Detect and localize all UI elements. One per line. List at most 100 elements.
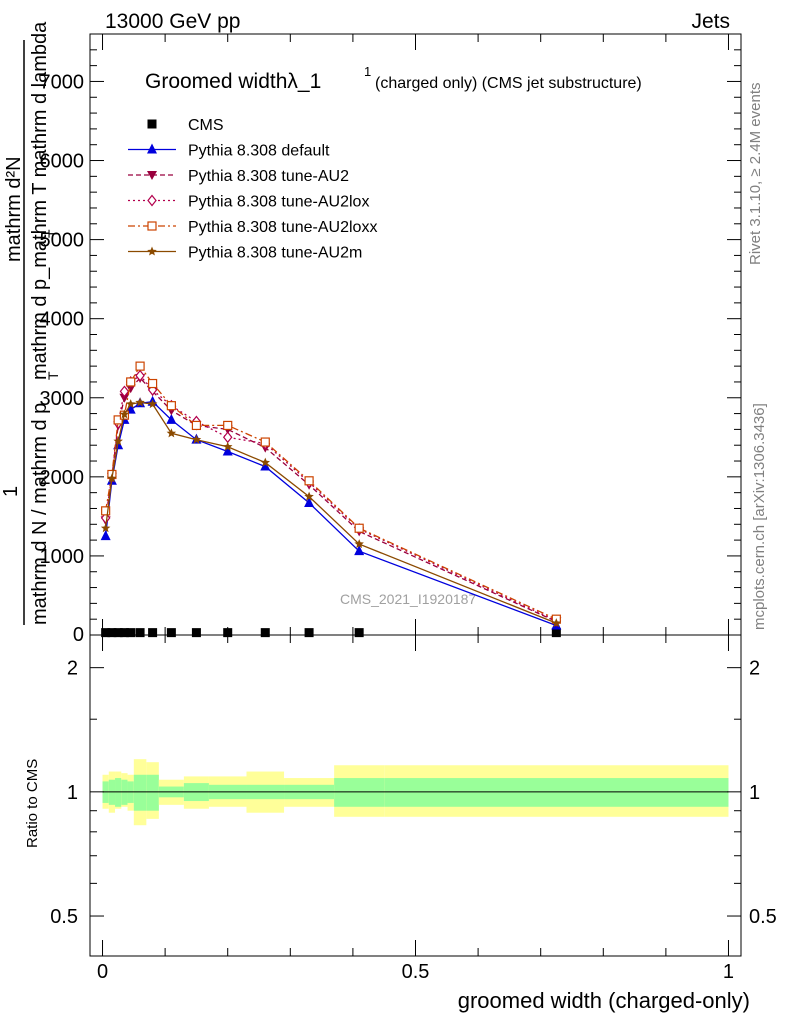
ratio-y-tick-label: 1 <box>67 782 78 804</box>
legend-item-au2lox: Pythia 8.308 tune-AU2lox <box>128 194 369 211</box>
legend-marker <box>147 221 157 231</box>
series-line-au2m <box>104 401 557 624</box>
header-right: Jets <box>691 10 730 33</box>
mcplots-label: mcplots.cern.ch [arXiv:1306.3436] <box>751 403 768 630</box>
data-point-cms <box>191 628 201 638</box>
data-point-au2m <box>100 523 111 533</box>
legend-marker <box>147 171 157 180</box>
legend-label: Pythia 8.308 tune-AU2m <box>188 245 362 262</box>
watermark: CMS_2021_I1920187 <box>340 591 476 607</box>
ratio-panel: 0 0.5 1 0.5 0.5 1 1 2 2 <box>50 635 777 983</box>
ratio-inner-band <box>334 778 385 807</box>
data-point-au2loxx <box>126 377 136 387</box>
data-point-au2loxx <box>223 420 233 431</box>
data-point-au2loxx <box>304 476 314 486</box>
data-point-cms <box>148 628 158 638</box>
data-point-au2loxx <box>354 523 364 533</box>
data-point-au2loxx <box>191 420 202 431</box>
ratio-y-tick-label-right: 1 <box>749 782 760 804</box>
main-y-tick-label: 4000 <box>40 309 85 331</box>
ratio-inner-band <box>384 778 729 807</box>
ratio-y-tick-label-right: 0.5 <box>749 906 777 928</box>
data-point-cms <box>135 628 145 638</box>
y-label-sub: T <box>45 229 61 238</box>
ratio-y-label: Ratio to CMS <box>24 759 41 848</box>
main-y-tick-label: 6000 <box>40 151 85 173</box>
series-au2loxx <box>101 361 561 624</box>
legend-label: Pythia 8.308 tune-AU2loxx <box>188 219 377 236</box>
series-line-au2lox <box>104 374 557 622</box>
legend-label: Pythia 8.308 tune-AU2lox <box>188 194 369 211</box>
data-point-cms <box>260 628 270 638</box>
series-line-au2 <box>104 377 557 623</box>
data-point-au2m <box>223 441 233 451</box>
legend-item-cms: CMS <box>147 117 224 134</box>
legend-item-default: Pythia 8.308 default <box>128 143 330 160</box>
legend-item-au2m: Pythia 8.308 tune-AU2m <box>128 245 362 262</box>
y-axis-label: mathrm d²N mathrm d p_mathrm T mathrm d … <box>0 21 61 625</box>
data-point-au2m <box>107 473 117 483</box>
plot-title-sup: 1 <box>364 64 371 79</box>
data-point-au2m <box>119 409 130 419</box>
data-point-au2m <box>191 434 202 444</box>
data-point-au2loxx <box>113 415 123 425</box>
main-y-tick-label: 5000 <box>40 230 85 252</box>
data-point-cms <box>223 628 233 638</box>
main-panel: 1000 2000 3000 4000 5000 6000 7000 0 <box>40 34 741 646</box>
legend-marker <box>147 194 157 207</box>
y-label-one: 1 <box>0 486 22 497</box>
data-point-au2loxx <box>101 506 111 516</box>
ratio-x-tick-label: 0 <box>97 961 108 983</box>
data-point-au2 <box>119 393 130 403</box>
data-point-au2lox <box>222 431 233 444</box>
header-left: 13000 GeV pp <box>105 10 240 33</box>
data-point-au2m <box>135 397 145 407</box>
series-au2m <box>100 397 562 628</box>
data-point-au2lox <box>135 369 145 382</box>
y-label-sub2: T <box>45 371 61 380</box>
data-point-cms <box>101 628 111 638</box>
series-au2 <box>100 373 562 627</box>
ratio-y-tick-label: 2 <box>67 658 78 680</box>
plot-title: Groomed widthλ_1 1 (charged only) (CMS j… <box>145 64 642 93</box>
data-point-default <box>304 496 315 507</box>
legend-item-au2: Pythia 8.308 tune-AU2 <box>128 168 349 185</box>
data-point-au2m <box>125 399 136 409</box>
y-label-line1: mathrm d²N <box>3 156 25 262</box>
data-point-au2loxx <box>147 378 158 389</box>
legend-marker <box>147 119 157 129</box>
rivet-label: Rivet 3.1.10, ≥ 2.4M events <box>747 83 764 266</box>
data-point-cms <box>126 628 136 638</box>
legend: CMS Pythia 8.308 default Pythia 8.308 tune… <box>128 117 377 262</box>
data-point-au2m <box>354 539 364 549</box>
data-point-cms <box>107 628 117 638</box>
data-point-au2m <box>260 457 270 467</box>
ratio-inner-band <box>133 774 147 811</box>
data-point-au2loxx <box>166 401 176 411</box>
ratio-y-tick-label: 0.5 <box>50 906 78 928</box>
ratio-inner-band <box>146 774 159 811</box>
legend-label: Pythia 8.308 tune-AU2 <box>188 168 349 185</box>
data-point-default <box>166 413 177 424</box>
x-axis-label: groomed width (charged-only) <box>458 988 750 1013</box>
legend-label: Pythia 8.308 default <box>188 143 330 160</box>
series-cms <box>101 628 561 638</box>
ratio-y-tick-label-right: 2 <box>749 658 760 680</box>
main-y-tick-label: 7000 <box>40 71 85 93</box>
ratio-frame <box>89 634 742 957</box>
data-point-default <box>100 530 111 541</box>
main-y-tick-label: 3000 <box>40 388 85 410</box>
data-point-au2m <box>304 491 314 501</box>
data-point-cms <box>166 628 176 638</box>
y-label-line2: mathrm d p_mathrm T mathrm d lambda <box>29 21 51 380</box>
legend-marker <box>147 246 157 256</box>
data-point-au2m <box>551 618 562 628</box>
data-point-cms <box>113 628 123 638</box>
data-point-default <box>222 445 233 456</box>
ratio-inner-band <box>115 778 122 807</box>
main-y-tick-label: 2000 <box>40 467 85 489</box>
data-point-default <box>354 545 365 556</box>
plot-title-suffix: (charged only) (CMS jet substructure) <box>375 75 642 92</box>
plot-title-text: Groomed widthλ_1 <box>145 70 321 93</box>
data-point-au2lox <box>119 385 130 398</box>
